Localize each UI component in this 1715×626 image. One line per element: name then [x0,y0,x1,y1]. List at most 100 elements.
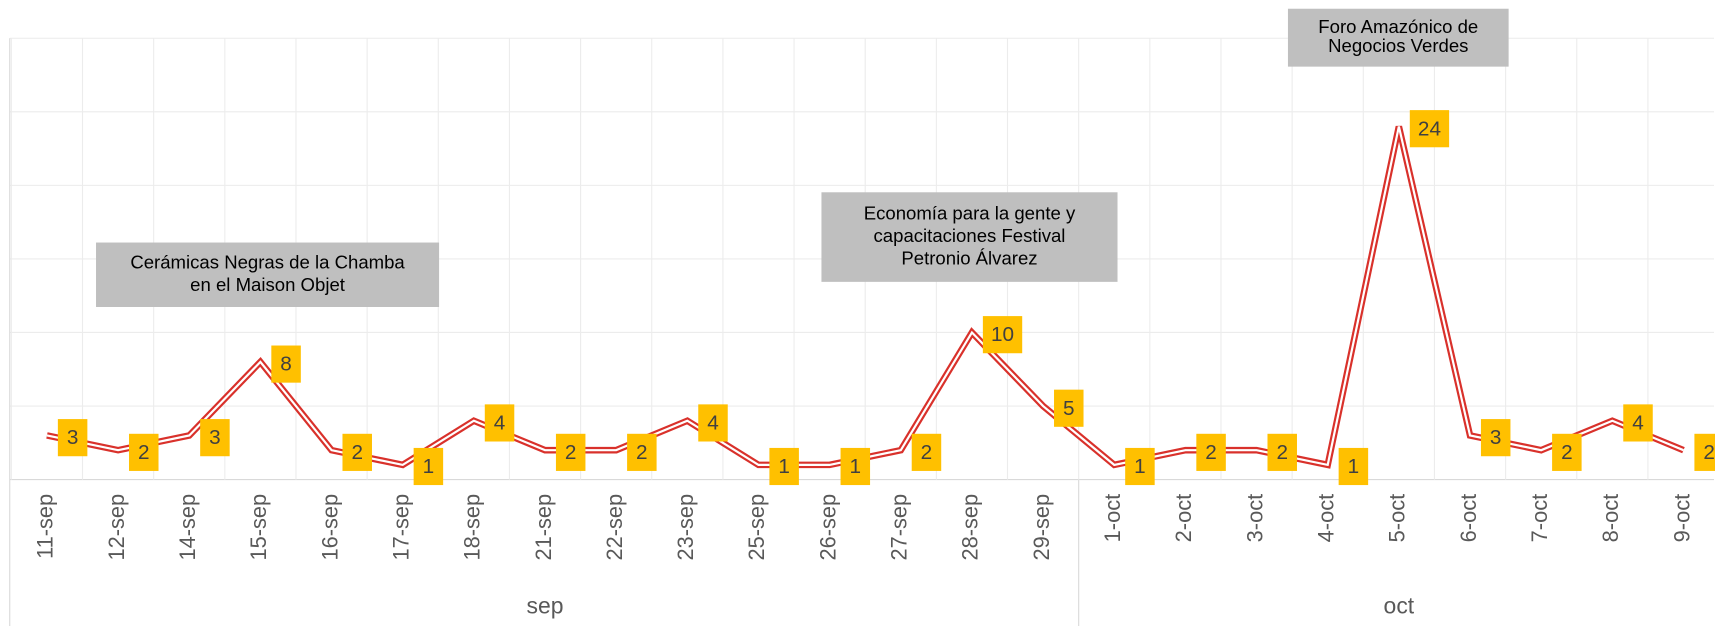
annotation-text: Cerámicas Negras de la Chamba [130,251,405,272]
data-label-box [1409,110,1450,148]
data-label-group: 1 [769,447,799,486]
data-label: 2 [1561,441,1573,464]
data-label-group: 2 [129,433,159,471]
x-tick-label: 9-oct [1669,494,1694,543]
data-label: 4 [494,412,506,435]
x-tick-label: 26-sep [815,494,840,561]
x-tick-label: 4-oct [1313,494,1338,543]
data-label-box [129,433,159,471]
data-label: 1 [1134,455,1146,478]
data-label: 5 [1063,397,1075,420]
data-label-box [484,404,515,442]
data-label-group: 10 [982,316,1023,354]
x-tick-label: 16-sep [317,494,342,561]
data-label-box [911,433,942,471]
data-label-box [1623,404,1653,442]
annotation-text: Negocios Verdes [1328,35,1468,56]
data-label: 1 [778,455,790,478]
x-tick-label: 1-oct [1100,494,1125,543]
x-tick-label: 21-sep [531,494,556,561]
data-label: 2 [1205,441,1217,464]
data-label: 1 [850,455,862,478]
data-label-box [1552,433,1582,471]
x-tick-label: 3-oct [1242,494,1267,543]
data-label-box [769,447,799,486]
x-tick-label: 28-sep [958,494,983,561]
data-label: 24 [1418,117,1441,140]
x-tick-label: 27-sep [887,494,912,561]
data-label: 2 [565,441,577,464]
data-label: 4 [1632,412,1644,435]
x-tick-label: 5-oct [1385,494,1410,543]
data-label-box [57,419,88,457]
data-label-group: 3 [57,419,88,457]
data-label: 2 [351,441,363,464]
data-label-group: 1 [840,447,871,486]
x-tick-label: 22-sep [602,494,627,561]
x-tick-label: 6-oct [1456,494,1481,543]
data-label-group: 2 [1267,433,1297,471]
data-label-box [840,447,871,486]
month-label: sep [527,592,564,618]
x-tick-label: 29-sep [1029,494,1054,561]
x-tick-label: 8-oct [1598,494,1623,543]
data-label-group: 8 [271,345,301,383]
data-label-group: 2 [555,433,586,471]
data-label-box [1480,419,1511,457]
data-label-group: 3 [200,419,230,457]
data-label-group: 2 [1552,433,1582,471]
data-label: 3 [209,426,221,449]
x-tick-label: 14-sep [175,494,200,561]
data-label-box [200,419,230,457]
x-tick-label: 23-sep [673,494,698,561]
data-label: 3 [67,426,79,449]
month-label: oct [1384,592,1415,618]
data-label-group: 5 [1054,389,1084,427]
data-label-group: 2 [1694,433,1715,471]
annotation-text: Petronio Álvarez [901,247,1037,268]
data-label: 2 [636,441,648,464]
data-label-box [1338,447,1369,486]
x-tick-label: 17-sep [388,494,413,561]
data-label: 10 [991,323,1014,346]
data-label: 1 [1348,455,1360,478]
data-label-box [342,433,372,471]
data-label: 2 [921,441,933,464]
data-label-group: 2 [627,433,657,471]
data-label-group: 2 [342,433,372,471]
data-label-group: 2 [1196,433,1226,471]
data-label-group: 2 [911,433,942,471]
x-tick-label: 15-sep [246,494,271,561]
data-label: 2 [138,441,150,464]
x-tick-label: 12-sep [104,494,129,561]
annotation-box [1287,8,1509,67]
data-label-box [1694,433,1715,471]
data-label-group: 1 [1125,447,1155,486]
x-tick-label: 11-sep [33,494,58,559]
data-label-group: 1 [413,447,444,486]
data-label-box [1125,447,1155,486]
data-label-group: 4 [1623,404,1653,442]
data-label-box [1054,389,1084,427]
data-label: 1 [423,455,435,478]
data-label-box [271,345,301,383]
annotation-box [821,192,1118,282]
x-tick-label: 25-sep [744,494,769,561]
data-label: 2 [1276,441,1288,464]
annotation-text: en el Maison Objet [190,274,346,295]
data-label-box [698,404,728,442]
data-label: 4 [707,412,719,435]
annotation-text: capacitaciones Festival [874,225,1066,246]
x-tick-label: 7-oct [1527,494,1552,543]
data-label-group: 4 [484,404,515,442]
annotation-text: Economía para la gente y [864,203,1076,224]
annotation-box [96,242,440,307]
annotation-text: Foro Amazónico de [1318,16,1478,37]
data-label-group: 1 [1338,447,1369,486]
x-tick-label: 2-oct [1171,494,1196,543]
x-tick-label: 18-sep [460,494,485,561]
data-label-group: 24 [1409,110,1450,148]
data-label-box [1196,433,1226,471]
data-label: 2 [1703,441,1715,464]
